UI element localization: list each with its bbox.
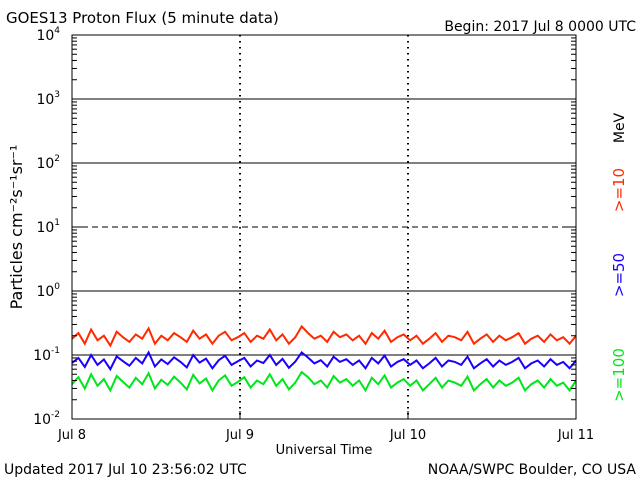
y-tick-label: 101: [36, 218, 60, 236]
x-tick-label: Jul 11: [557, 428, 594, 443]
credit-label: NOAA/SWPC Boulder, CO USA: [428, 462, 637, 478]
legend-entry: >=100: [610, 348, 628, 402]
legend-entry: >=10: [610, 168, 628, 212]
legend: >=10 >=50 >=100: [610, 168, 628, 402]
units-label: MeV: [612, 112, 628, 143]
grid-lines: [72, 35, 576, 419]
y-tick-exponent: 0: [54, 282, 60, 292]
tick-marks: [71, 34, 577, 420]
y-tick-label: 102: [36, 154, 60, 172]
chart-title: GOES13 Proton Flux (5 minute data): [6, 9, 279, 27]
y-tick-label: 10-1: [33, 346, 60, 364]
x-tick-label: Jul 8: [57, 428, 86, 443]
y-tick-base: 10: [36, 284, 54, 300]
y-tick-exponent: 1: [54, 218, 60, 228]
y-tick-label: 100: [36, 282, 60, 300]
y-tick-label: 10-2: [33, 410, 60, 428]
x-tick-labels: Jul 8 Jul 9 Jul 10 Jul 11: [57, 428, 594, 443]
x-tick-label: Jul 9: [225, 428, 254, 443]
y-tick-base: 10: [36, 28, 54, 44]
x-axis-label: Universal Time: [276, 443, 373, 458]
y-tick-exponent: 3: [54, 90, 60, 100]
y-tick-base: 10: [33, 412, 51, 428]
y-tick-label: 104: [36, 26, 60, 44]
y-tick-base: 10: [33, 348, 51, 364]
y-tick-base: 10: [36, 156, 54, 172]
y-tick-exponent: 4: [54, 26, 60, 36]
updated-label: Updated 2017 Jul 10 23:56:02 UTC: [4, 462, 247, 478]
legend-entry: >=50: [610, 253, 628, 297]
y-tick-exponent: 2: [54, 154, 60, 164]
series-line: [71, 370, 577, 393]
series-line: [71, 324, 577, 348]
y-tick-exponent: -1: [51, 346, 60, 356]
y-tick-exponent: -2: [51, 410, 60, 420]
y-tick-base: 10: [36, 220, 54, 236]
series-line: [71, 350, 577, 372]
series-group: [71, 324, 577, 393]
begin-label: Begin: 2017 Jul 8 0000 UTC: [444, 19, 636, 35]
y-tick-label: 103: [36, 90, 60, 108]
y-tick-base: 10: [36, 92, 54, 108]
y-axis-label: Particles cm⁻²s⁻¹sr⁻¹: [7, 145, 26, 310]
x-tick-label: Jul 10: [389, 428, 426, 443]
plot-frame: [71, 34, 577, 420]
